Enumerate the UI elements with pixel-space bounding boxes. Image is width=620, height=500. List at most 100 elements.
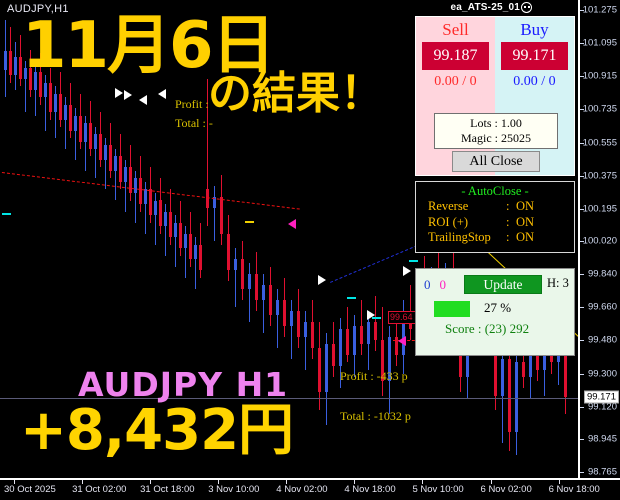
update-score-panel[interactable]: 0 0 Update H: 3 27 % Score : (23) 292 <box>415 268 575 356</box>
candle <box>129 145 132 201</box>
price-tick-label: 99.480 <box>587 334 617 346</box>
candle <box>159 178 162 234</box>
candle-body <box>34 71 37 91</box>
candle <box>104 137 107 190</box>
level-marker-cyan-2 <box>372 317 381 319</box>
order-arrow-sell-2 <box>158 89 166 99</box>
candle-body <box>99 134 102 160</box>
order-arrow-sell-1 <box>139 95 147 105</box>
candle-wick <box>165 204 166 256</box>
all-close-button[interactable]: All Close <box>452 151 540 172</box>
sell-lots-pl: 0.00 / 0 <box>434 74 477 89</box>
candle-body <box>124 167 127 183</box>
candle-body <box>332 344 335 367</box>
current-price-label: 99.171 <box>583 390 619 404</box>
time-tick-label: 5 Nov 10:00 <box>412 484 464 495</box>
time-tick-mark <box>218 480 220 484</box>
candle-body <box>494 325 497 396</box>
candle <box>360 299 363 356</box>
candle-wick <box>35 64 36 116</box>
candle <box>89 101 92 157</box>
candle-wick <box>65 97 66 149</box>
candle <box>339 318 342 389</box>
score-label: Score : (23) 292 <box>445 321 530 336</box>
time-tick-mark <box>490 480 492 484</box>
autoclose-panel[interactable]: - AutoClose - Reverse: ON ROI (+): ON Traili… <box>415 181 575 253</box>
candle <box>9 27 12 83</box>
sell-price-button[interactable]: 99.187 <box>422 42 489 70</box>
candle <box>234 248 237 308</box>
price-tick-mark <box>580 10 584 11</box>
candle-body <box>114 156 117 172</box>
candle <box>388 325 391 414</box>
autoclose-value: ON <box>516 230 535 245</box>
candle <box>64 97 67 149</box>
candle-body <box>194 244 197 260</box>
candle-body <box>119 156 122 183</box>
buy-price-button[interactable]: 99.171 <box>501 42 568 70</box>
overlay-result-text: の結果！ <box>208 68 384 119</box>
ea-trade-panel[interactable]: Sell 99.187 0.00 / 0 Buy 99.171 0.00 / 0… <box>415 16 575 176</box>
candle-wick <box>85 115 86 172</box>
candle <box>529 336 532 400</box>
candle-body <box>339 329 342 367</box>
price-tick-mark <box>580 241 584 242</box>
autoclose-key: ROI (+) <box>428 214 469 229</box>
chart-plot-area[interactable]: AUDJPY,H1 ea_ATS-25_01 99.64 Pr <box>0 0 578 478</box>
candle-body <box>318 347 321 392</box>
candle-body <box>169 211 172 238</box>
candle-body <box>311 321 314 348</box>
time-tick-label: 6 Nov 18:00 <box>548 484 600 495</box>
total-label-left: Total : - <box>175 116 213 130</box>
candle-body <box>29 67 32 91</box>
time-tick-label: 30 Oct 2025 <box>4 484 56 495</box>
candle <box>119 134 122 190</box>
price-tick-label: 99.660 <box>587 301 617 313</box>
candle <box>346 307 349 363</box>
candle-body <box>39 71 42 98</box>
candle-wick <box>145 182 146 234</box>
candle-body <box>234 259 237 271</box>
candle-wick <box>207 79 208 227</box>
candle-body <box>536 347 539 370</box>
candle <box>184 226 187 278</box>
price-tick-mark <box>580 438 584 440</box>
overlay-date-text: 11月6日 <box>22 9 276 83</box>
candle <box>374 296 377 352</box>
candle-body <box>9 51 12 76</box>
autoclose-value: ON <box>516 199 535 213</box>
candle-body <box>164 211 167 227</box>
autoclose-row[interactable]: TrailingStop: ON <box>416 230 574 246</box>
overlay-profit-text: +8,432円 <box>20 398 294 463</box>
time-tick-label: 4 Nov 02:00 <box>276 484 328 495</box>
candle <box>262 274 265 334</box>
candle-body <box>179 222 182 249</box>
order-arrow-buy-2 <box>124 90 132 100</box>
price-axis[interactable]: 101.275 101.095 100.915 100.735 100.555 100.3… <box>578 0 620 478</box>
smiley-face-icon <box>521 2 532 13</box>
candle-body <box>501 358 504 396</box>
order-arrow-buy-3 <box>318 275 326 285</box>
candle <box>353 314 356 378</box>
autoclose-key: TrailingStop <box>428 230 491 245</box>
price-tick-mark <box>580 142 584 144</box>
autoclose-separator: : <box>506 230 510 245</box>
candle-wick <box>235 248 236 308</box>
update-button[interactable]: Update <box>464 275 542 294</box>
autoclose-row[interactable]: ROI (+): ON <box>416 215 574 231</box>
price-tick-label: 101.095 <box>582 37 617 49</box>
candle-body <box>44 82 47 98</box>
price-tick-label: 98.945 <box>587 433 617 445</box>
candle <box>290 299 293 359</box>
price-tick-mark <box>580 307 584 309</box>
candle-body <box>374 321 377 341</box>
candle-body <box>79 115 82 142</box>
autoclose-row[interactable]: Reverse: ON <box>416 199 574 215</box>
candle <box>381 307 384 396</box>
time-tick-label: 3 Nov 10:00 <box>208 484 260 495</box>
time-axis[interactable]: 30 Oct 2025 31 Oct 02:00 31 Oct 18:00 3 Nov… <box>0 478 620 500</box>
time-tick-mark <box>354 480 356 484</box>
profit-label-right: Profit : -433 p <box>340 369 408 383</box>
price-tick-label: 100.915 <box>582 70 617 82</box>
candle <box>194 237 197 289</box>
